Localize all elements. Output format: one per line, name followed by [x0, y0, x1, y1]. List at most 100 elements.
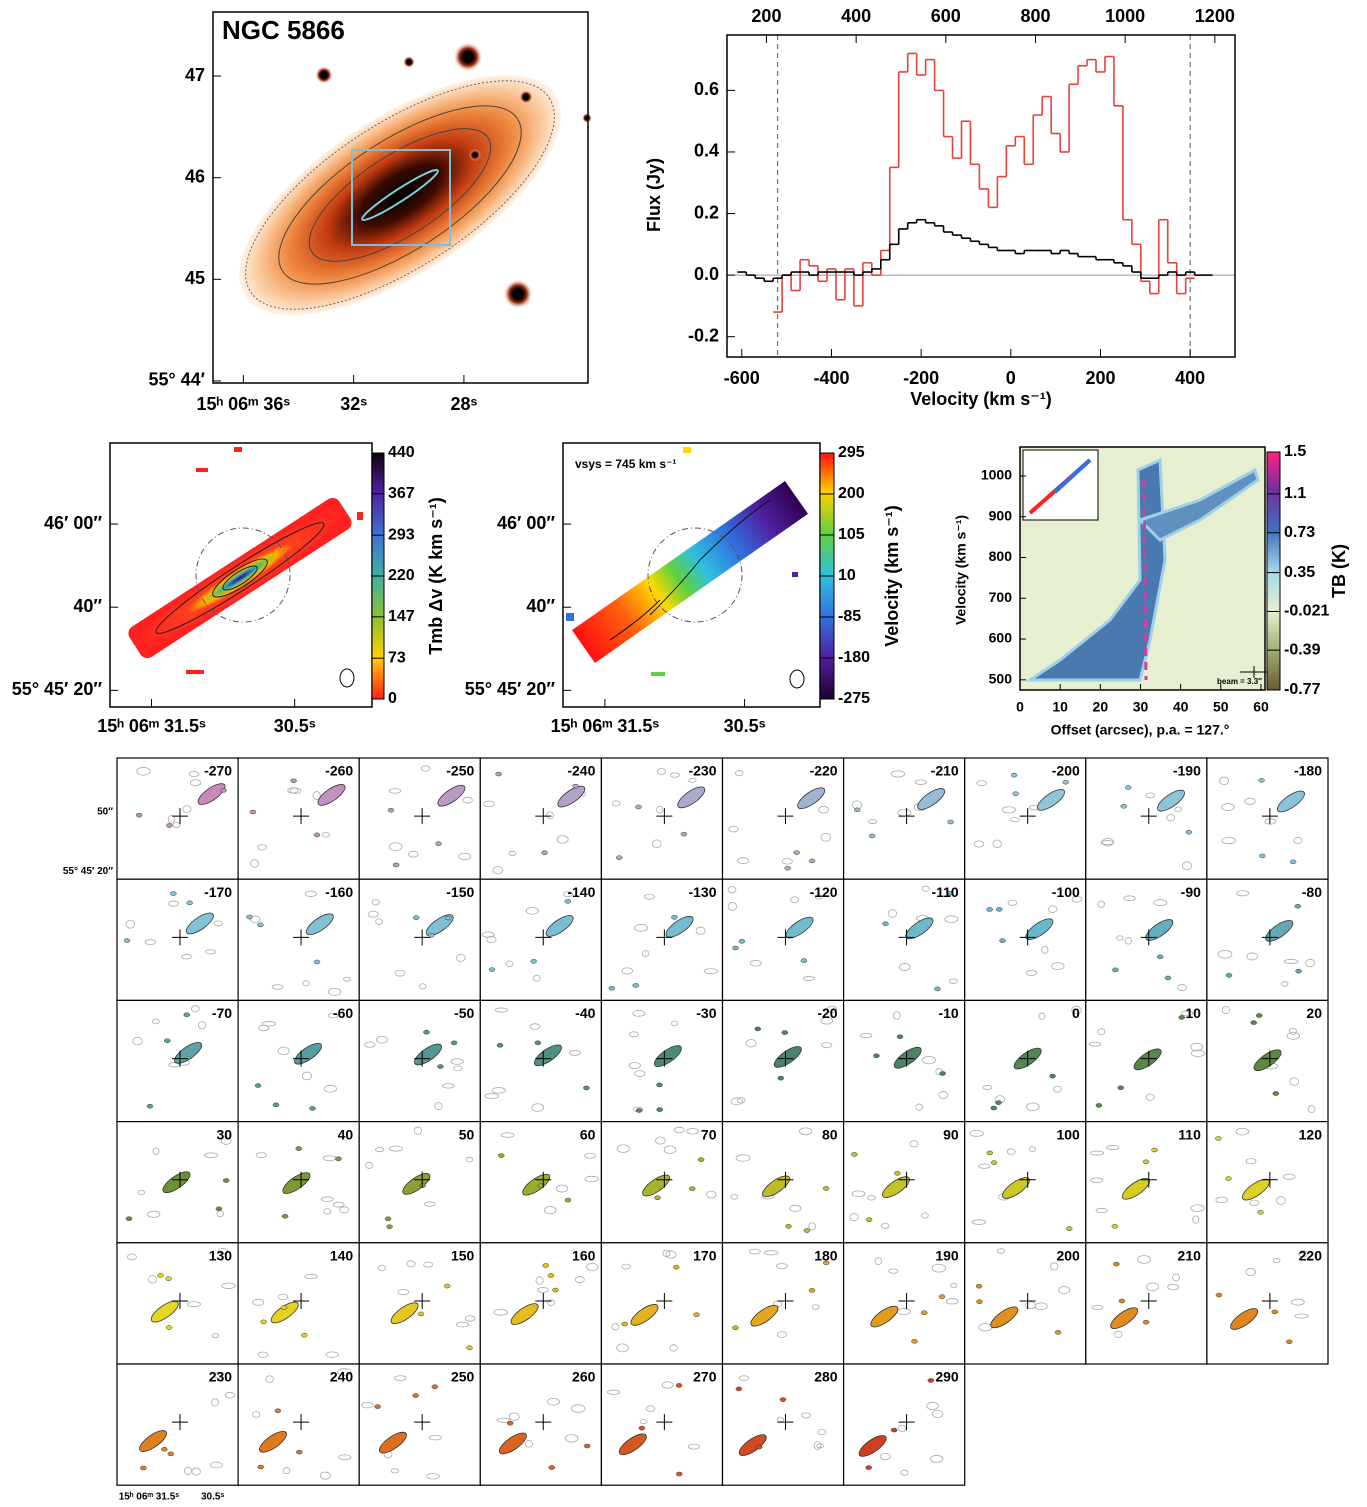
noise-contour — [484, 1093, 500, 1099]
emission-clump — [1054, 1330, 1062, 1335]
channel-panel — [1206, 1242, 1328, 1364]
emission-clump — [281, 1214, 289, 1219]
center-cross — [293, 1292, 310, 1309]
channel-label: 240 — [330, 1369, 354, 1385]
colorbar-tick-label: 147 — [388, 608, 415, 625]
emission-clump — [335, 1156, 342, 1162]
emission-clump — [1066, 1226, 1073, 1231]
noise-contour — [1088, 1041, 1102, 1047]
emission-clump — [572, 783, 579, 789]
emission — [1265, 920, 1294, 942]
noise-contour — [1249, 1199, 1260, 1206]
noise-contour — [629, 1031, 639, 1038]
noise-contour — [390, 1468, 399, 1474]
noise-contour — [687, 1443, 701, 1450]
center-cross — [171, 808, 188, 825]
center-cross — [656, 808, 673, 825]
emission — [139, 1430, 168, 1452]
noise-contour — [136, 766, 151, 776]
noise-contour — [1053, 1085, 1062, 1093]
emission-clump — [1151, 1147, 1158, 1153]
emission-clump — [167, 1451, 175, 1457]
emission-clump — [1178, 1015, 1185, 1020]
emission-clump — [934, 986, 941, 992]
emission-clump — [865, 1465, 872, 1470]
emission — [1002, 1177, 1030, 1199]
noise-contour — [1026, 1102, 1040, 1111]
noise-contour — [817, 1429, 827, 1436]
noise-contour — [887, 909, 898, 918]
emission-clump — [911, 1339, 918, 1344]
emission-clump — [1225, 1176, 1232, 1181]
plot-frame — [726, 34, 1236, 358]
noise-contour — [1102, 837, 1114, 847]
channel-label: 230 — [209, 1369, 233, 1385]
channel-panel — [359, 1242, 481, 1364]
noise-contour — [1221, 836, 1237, 845]
noise-contour — [224, 1391, 235, 1399]
noise-contour — [1145, 1093, 1155, 1101]
noise-contour — [749, 960, 762, 967]
noise-contour — [210, 1461, 223, 1469]
emission-clump — [732, 945, 739, 951]
channel-frame — [1206, 1242, 1329, 1365]
emission — [858, 1435, 887, 1457]
noise-contour — [221, 1282, 236, 1289]
noise-contour — [949, 978, 958, 984]
x-tick-label: 200 — [1085, 368, 1115, 388]
emission-clump — [868, 833, 876, 839]
center-cross — [1140, 1292, 1157, 1309]
noise-contour — [776, 1331, 788, 1338]
noise-contour — [494, 1007, 508, 1013]
noise-contour — [1167, 1283, 1180, 1291]
noise-contour — [125, 919, 136, 929]
noise-contour — [969, 1129, 984, 1137]
channel-label: 40 — [338, 1126, 354, 1142]
x2-tick-label: 200 — [751, 6, 781, 26]
channel-panel — [964, 879, 1086, 1001]
noise-contour — [184, 1466, 192, 1476]
noise-contour — [389, 1145, 403, 1152]
x-axis-label: Velocity (km s⁻¹) — [910, 389, 1052, 409]
noise-contour — [867, 1195, 876, 1201]
noise-contour — [973, 840, 985, 848]
noise-contour — [442, 1083, 455, 1089]
channel-label: 200 — [1056, 1248, 1080, 1264]
channel-label: -120 — [810, 884, 838, 900]
channel-label: -150 — [446, 884, 474, 900]
y-tick-label: 55° 44′ — [148, 370, 205, 390]
noise-contour — [211, 1398, 219, 1407]
channel-label: 190 — [935, 1248, 959, 1264]
emission-clump — [166, 823, 173, 828]
center-cross — [898, 1050, 915, 1067]
noise-contour — [665, 1250, 677, 1259]
noise-contour — [1124, 937, 1132, 945]
emission-clump — [564, 1197, 572, 1203]
channel-label: -250 — [446, 763, 474, 779]
y-tick-label: 600 — [989, 630, 1013, 646]
noise-contour — [191, 1005, 200, 1013]
emission-clump — [675, 1383, 683, 1388]
channel-label: -230 — [688, 763, 716, 779]
noise-contour — [556, 835, 569, 844]
noise-contour — [321, 1196, 334, 1202]
emission-clump — [779, 1397, 787, 1402]
emission — [498, 1432, 527, 1455]
channel-panel — [722, 1364, 844, 1486]
center-cross — [777, 1292, 794, 1309]
center-cross — [898, 1171, 915, 1188]
emission-clump — [990, 1105, 997, 1111]
noise-contour — [420, 765, 431, 772]
noise-contour — [426, 1473, 440, 1480]
annotation: beam = 3.3″ — [1217, 677, 1262, 686]
emission-clump — [165, 1276, 172, 1281]
center-cross — [535, 808, 552, 825]
noise-contour — [915, 1103, 923, 1111]
emission-clump — [296, 1449, 303, 1455]
x-tick-label: -600 — [724, 368, 760, 388]
center-cross — [535, 1292, 552, 1309]
emission — [893, 1046, 922, 1069]
noise-contour — [187, 1301, 201, 1308]
noise-contour — [252, 1298, 265, 1306]
